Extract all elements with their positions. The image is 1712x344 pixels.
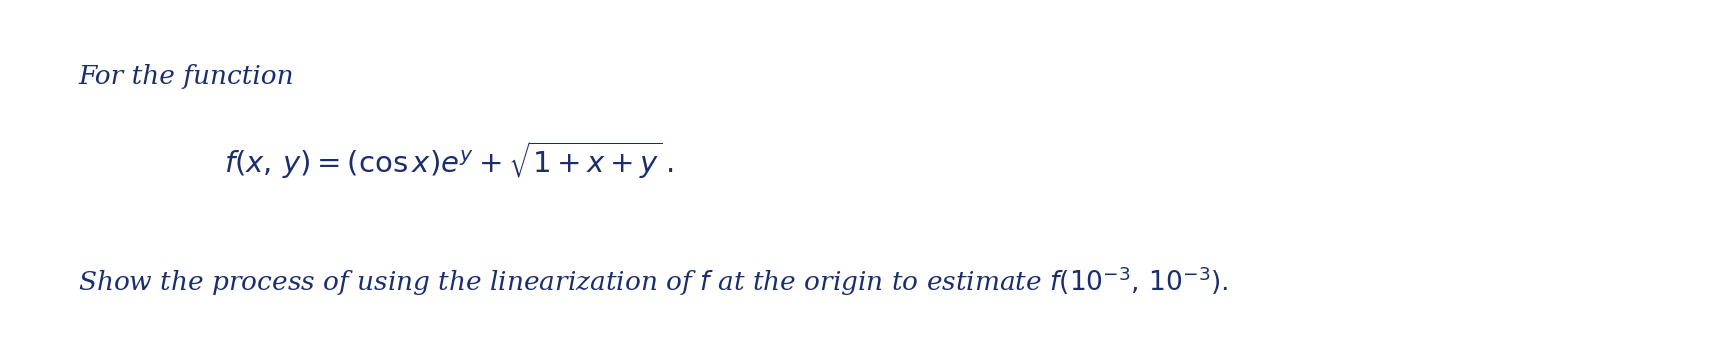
Text: For the function: For the function xyxy=(79,64,294,89)
Text: $f(x,\, y) = (\cos x)e^{y} +\sqrt{1+x+y}\,.$: $f(x,\, y) = (\cos x)e^{y} +\sqrt{1+x+y}… xyxy=(224,139,673,181)
Text: Show the process of using the linearization of $f$ at the origin to estimate $f(: Show the process of using the linearizat… xyxy=(79,265,1229,298)
